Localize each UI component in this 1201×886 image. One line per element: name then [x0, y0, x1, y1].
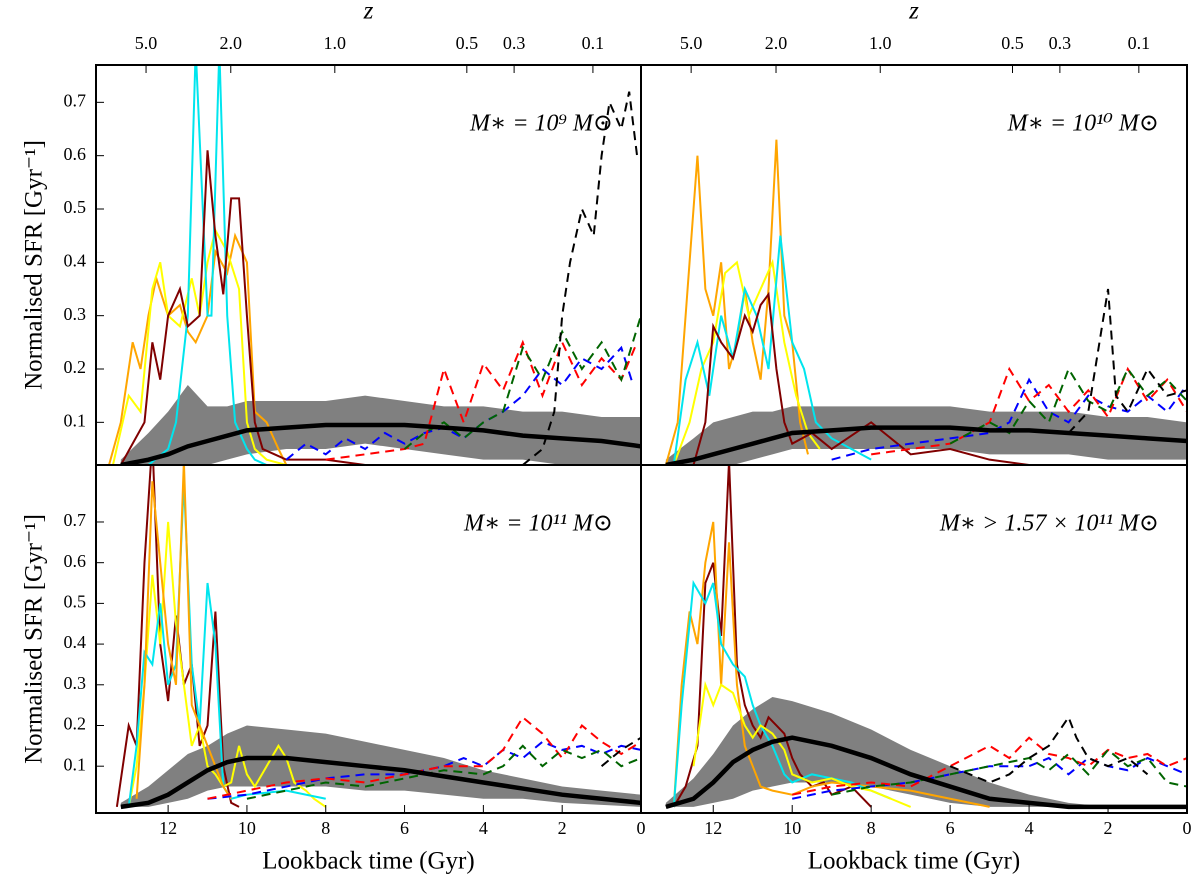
scatter-band	[665, 697, 1187, 807]
plot-area	[115, 465, 641, 810]
x2-tick-label: 2.0	[765, 33, 788, 53]
x-axis-label: Lookback time (Gyr)	[808, 848, 1020, 875]
annotation: M∗ = 10¹⁰ M⊙	[1007, 111, 1159, 137]
y-tick-label: 0.6	[64, 551, 87, 571]
x2-tick-label: 0.3	[503, 33, 526, 53]
sfr-line	[1067, 288, 1187, 434]
x-tick-label: 6	[946, 818, 955, 838]
x2-axis-label: z	[363, 0, 374, 25]
median-line	[120, 755, 641, 810]
median-line	[120, 422, 641, 465]
sfr-line	[522, 91, 639, 465]
x-tick-label: 10	[783, 818, 801, 838]
x-tick-label: 0	[637, 818, 646, 838]
sfr-line	[127, 481, 326, 808]
x-tick-label: 12	[704, 818, 722, 838]
x2-tick-label: 0.1	[1128, 33, 1151, 53]
y-tick-label: 0.3	[64, 304, 87, 324]
y-tick-label: 0.2	[64, 357, 87, 377]
x2-tick-label: 1.0	[869, 33, 892, 53]
median-line	[665, 735, 1187, 810]
x2-tick-label: 5.0	[680, 33, 703, 53]
y-tick-label: 0.5	[64, 592, 87, 612]
y-tick-label: 0.7	[64, 90, 87, 110]
x2-tick-label: 1.0	[324, 33, 347, 53]
plot-area	[108, 65, 641, 465]
sfr-line	[831, 748, 1187, 796]
y-tick-label: 0.1	[64, 410, 87, 430]
x-tick-label: 4	[1025, 818, 1034, 838]
x-tick-label: 12	[159, 818, 177, 838]
x-tick-label: 8	[321, 818, 330, 838]
x-tick-label: 4	[479, 818, 488, 838]
x2-axis-label: z	[908, 0, 919, 25]
sfr-line	[871, 366, 1187, 456]
y-tick-label: 0.1	[64, 754, 87, 774]
y-axis-label: Normalised SFR [Gyr⁻¹]	[21, 140, 48, 390]
annotation: M∗ > 1.57 × 10¹¹ M⊙	[939, 511, 1159, 537]
sfr-line	[127, 521, 327, 808]
y-tick-label: 0.5	[64, 197, 87, 217]
x2-tick-label: 5.0	[135, 33, 158, 53]
sfr-line	[119, 150, 366, 465]
sfr-line	[672, 465, 872, 808]
sfr-line	[792, 736, 1187, 796]
x2-tick-label: 0.3	[1049, 33, 1072, 53]
sfr-line	[692, 291, 1030, 465]
annotation: M∗ = 10⁹ M⊙	[469, 111, 613, 137]
x-axis-label: Lookback time (Gyr)	[262, 848, 474, 875]
x2-tick-label: 0.1	[582, 33, 605, 53]
x2-tick-label: 2.0	[220, 33, 243, 53]
sfr-line	[403, 315, 641, 450]
plot-area	[665, 465, 1187, 810]
scatter-band	[665, 406, 1187, 465]
sfr-line	[600, 736, 641, 767]
x2-tick-label: 0.5	[1001, 33, 1024, 53]
sfr-line	[207, 715, 641, 800]
y-tick-label: 0.6	[64, 144, 87, 164]
sfr-line	[147, 65, 268, 465]
sfr-line	[246, 744, 641, 800]
x2-tick-label: 0.5	[456, 33, 479, 53]
annotation: M∗ = 10¹¹ M⊙	[463, 511, 613, 537]
y-axis-label: Normalised SFR [Gyr⁻¹]	[21, 514, 48, 764]
median-line	[665, 425, 1187, 465]
x-tick-label: 2	[558, 818, 567, 838]
y-tick-label: 0.2	[64, 714, 87, 734]
x-tick-label: 6	[400, 818, 409, 838]
y-tick-label: 0.4	[64, 632, 87, 652]
x-tick-label: 10	[238, 818, 256, 838]
panel-frame	[640, 464, 1188, 814]
y-tick-label: 0.7	[64, 510, 87, 530]
y-tick-label: 0.4	[64, 250, 87, 270]
x-tick-label: 2	[1104, 818, 1113, 838]
x-tick-label: 8	[867, 818, 876, 838]
y-tick-label: 0.3	[64, 673, 87, 693]
sfr-line	[325, 339, 638, 461]
sfr-line	[672, 258, 821, 465]
plot-area	[664, 139, 1187, 465]
sfr-line	[672, 521, 990, 808]
x-tick-label: 0	[1183, 818, 1192, 838]
sfr-line	[831, 377, 1187, 461]
sfr-line	[207, 740, 641, 800]
